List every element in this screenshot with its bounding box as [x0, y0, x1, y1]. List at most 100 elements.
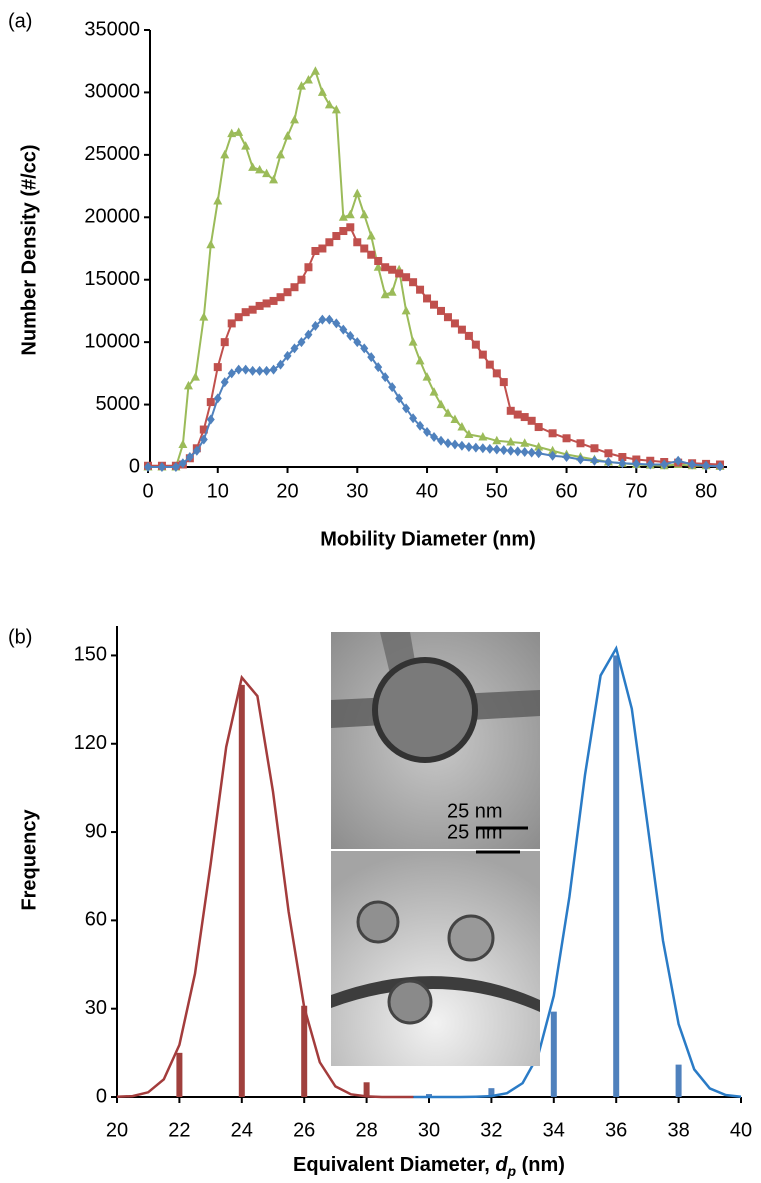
- marker: [234, 313, 243, 322]
- marker: [332, 318, 341, 329]
- marker: [436, 306, 445, 315]
- x-tick-label: 40: [730, 1119, 752, 1141]
- x-tick-label: 22: [168, 1119, 190, 1141]
- marker: [171, 462, 180, 472]
- x-tick-label: 50: [486, 480, 508, 502]
- tem-inset: 25 nm 25 nm: [331, 632, 540, 1066]
- marker: [688, 459, 697, 470]
- marker: [485, 360, 494, 369]
- marker: [457, 422, 467, 431]
- y-tick-label: 25000: [84, 143, 140, 165]
- bar: [613, 655, 620, 1097]
- marker: [443, 313, 452, 322]
- marker: [450, 414, 460, 424]
- x-axis-label: Mobility Diameter (nm): [320, 528, 536, 550]
- marker: [183, 380, 193, 390]
- marker: [346, 330, 355, 341]
- marker: [457, 440, 466, 451]
- x-tick-label: 24: [231, 1119, 253, 1141]
- y-tick-label: 0: [96, 1085, 107, 1107]
- marker: [374, 362, 383, 373]
- marker: [331, 104, 341, 114]
- marker: [269, 364, 278, 375]
- marker: [395, 269, 404, 278]
- marker: [590, 444, 599, 453]
- x-tick-label: 20: [276, 480, 298, 502]
- marker: [303, 74, 313, 84]
- tem-image-bottom: [331, 851, 540, 1066]
- marker: [262, 168, 272, 178]
- marker: [457, 325, 466, 334]
- marker: [402, 273, 411, 282]
- marker: [492, 435, 502, 445]
- marker: [317, 87, 327, 96]
- marker: [576, 439, 585, 448]
- marker: [534, 448, 543, 459]
- marker: [562, 452, 571, 463]
- marker: [506, 437, 516, 446]
- marker: [144, 462, 152, 472]
- scale-label: 25 nm: [447, 800, 503, 822]
- marker: [436, 435, 445, 446]
- marker: [311, 246, 320, 255]
- marker: [416, 285, 425, 294]
- x-axis-label-part: d: [495, 1154, 508, 1176]
- marker: [248, 305, 257, 314]
- marker: [402, 403, 411, 414]
- marker: [296, 81, 306, 90]
- marker: [464, 331, 473, 340]
- y-tick-label: 15000: [84, 268, 140, 290]
- x-tick-label: 20: [106, 1119, 128, 1141]
- marker: [190, 372, 200, 381]
- marker: [283, 131, 293, 140]
- marker: [234, 127, 244, 136]
- marker: [499, 378, 508, 387]
- marker: [464, 442, 473, 453]
- marker: [325, 238, 334, 247]
- marker: [248, 365, 257, 376]
- marker: [527, 447, 536, 458]
- marker: [241, 141, 251, 150]
- marker: [220, 377, 229, 388]
- bar: [550, 1011, 557, 1097]
- marker: [478, 432, 488, 441]
- marker: [332, 232, 341, 241]
- marker: [199, 425, 208, 434]
- y-tick-label: 30: [85, 997, 107, 1019]
- marker: [199, 434, 208, 445]
- marker: [604, 449, 613, 458]
- bar: [238, 684, 245, 1097]
- y-axis-label: Frequency: [18, 809, 40, 911]
- marker: [534, 442, 544, 451]
- x-axis-label-part: p: [507, 1163, 517, 1179]
- x-tick-label: 38: [667, 1119, 689, 1141]
- x-tick-label: 60: [555, 480, 577, 502]
- marker: [660, 459, 669, 470]
- marker: [618, 458, 627, 469]
- panel-label: (a): [8, 10, 32, 32]
- marker: [304, 329, 313, 340]
- marker: [702, 460, 711, 471]
- marker: [283, 288, 292, 297]
- marker: [227, 128, 237, 138]
- marker: [289, 114, 299, 124]
- marker: [227, 319, 236, 328]
- marker: [360, 343, 369, 354]
- x-axis-label: Equivalent Diameter, dp (nm): [293, 1154, 565, 1178]
- y-tick-label: 35000: [84, 18, 140, 40]
- marker: [241, 308, 250, 317]
- marker: [646, 459, 655, 470]
- marker: [548, 445, 558, 455]
- marker: [534, 423, 543, 432]
- x-tick-label: 32: [480, 1119, 502, 1141]
- marker: [430, 432, 439, 443]
- marker: [199, 312, 209, 321]
- marker: [416, 420, 425, 431]
- x-tick-label: 80: [695, 480, 717, 502]
- marker: [485, 443, 494, 454]
- marker: [436, 399, 446, 409]
- carbon-strand: [331, 976, 540, 1012]
- marker: [381, 372, 390, 383]
- bar: [426, 1094, 432, 1097]
- marker: [220, 338, 229, 347]
